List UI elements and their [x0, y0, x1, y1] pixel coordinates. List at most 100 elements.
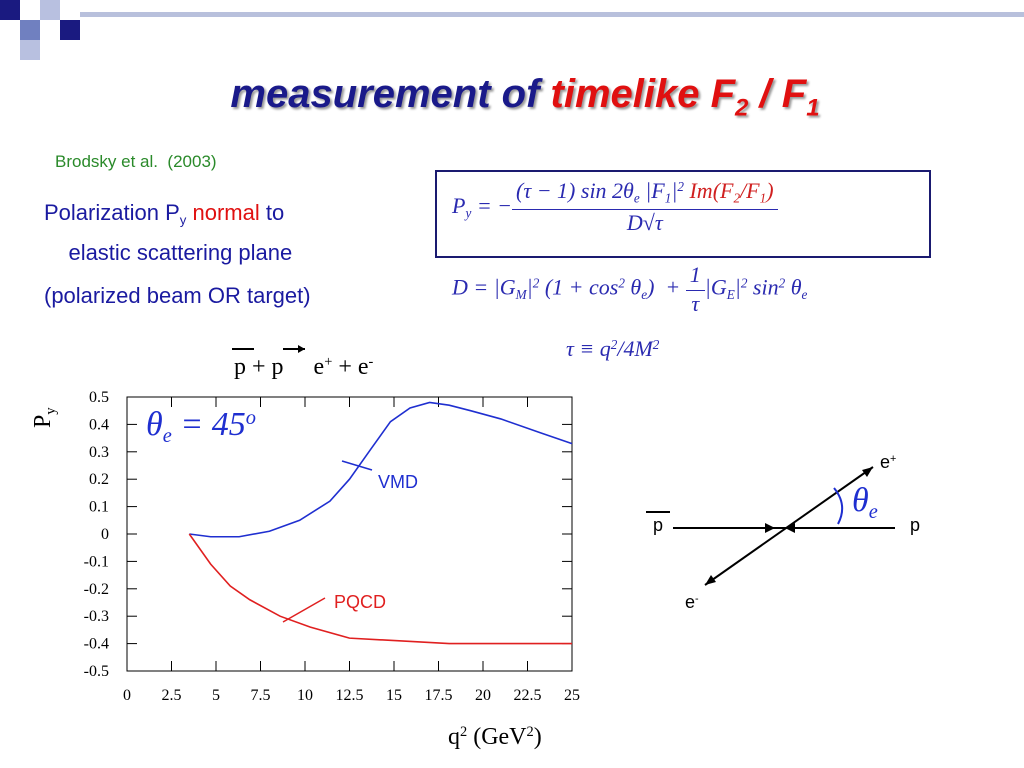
math: e: [641, 287, 648, 303]
math: 1: [664, 190, 672, 206]
label-text: 2: [526, 724, 534, 741]
y-tick-label: 0.5: [89, 389, 109, 406]
reaction-text: -: [368, 354, 374, 371]
formula: D = |GM|2 (1 + cos2 θe) + 1 τ |GE|2 sin2 θ…: [452, 262, 807, 317]
diagram-label: p: [653, 515, 664, 535]
reaction-text: p: [234, 354, 246, 380]
x-tick-label: 12.5: [336, 687, 364, 704]
y-tick-label: -0.5: [84, 663, 109, 680]
title-subscript: 2: [735, 94, 749, 122]
header-rule: [80, 12, 1024, 17]
bullet-text: Polarization P: [44, 200, 180, 225]
arrowhead: [862, 467, 873, 477]
math: τ: [691, 291, 700, 316]
title-text: / F: [759, 72, 807, 116]
math: e: [162, 425, 172, 448]
reaction-text: +: [324, 354, 333, 371]
logo-square: [40, 0, 60, 20]
diagram-angle: θe: [852, 482, 878, 524]
label-text: ): [533, 724, 542, 750]
x-tick-label: 15: [386, 687, 402, 704]
reaction-text: +: [252, 354, 266, 380]
reaction-text: +: [338, 354, 352, 380]
logo-square: [20, 40, 40, 60]
math: /4M: [617, 336, 653, 361]
pointer: [282, 597, 326, 623]
diagram-label: p: [910, 515, 921, 535]
math: 2: [618, 275, 625, 291]
label-text: y: [43, 407, 60, 415]
math: (1 + cos: [539, 274, 619, 300]
y-tick-label: 0.3: [89, 444, 109, 461]
math: 2: [532, 275, 540, 291]
math: /F: [740, 178, 760, 203]
math: (τ − 1) sin 2θ: [516, 178, 634, 203]
math: D = |G: [452, 274, 516, 300]
y-axis-label: Py: [30, 407, 60, 428]
math: |: [671, 178, 678, 203]
bullet-text: normal: [192, 200, 260, 225]
series-label: VMD: [378, 472, 418, 492]
math: |: [526, 274, 533, 300]
annotation: θe = 45o: [146, 406, 256, 448]
x-tick-label: 5: [212, 687, 220, 704]
data-line: [188, 533, 572, 645]
math: θ: [852, 482, 869, 519]
arrowhead: [298, 345, 305, 353]
label-text: (GeV: [467, 724, 527, 750]
label-text: e: [880, 452, 891, 472]
reaction-text: e: [313, 354, 325, 380]
math: e: [801, 287, 808, 303]
math: M: [515, 287, 527, 303]
arrowhead: [785, 523, 795, 533]
y-tick-label: -0.2: [84, 581, 109, 598]
math: = −: [476, 192, 513, 218]
x-tick-label: 7.5: [251, 687, 271, 704]
label-text: P: [30, 414, 56, 428]
diagram-label: e-: [685, 592, 699, 613]
slide-title: measurement of timelike F2 / F1: [0, 72, 1024, 122]
x-tick-label: 20: [475, 687, 491, 704]
math: e: [633, 190, 640, 206]
y-tick-label: 0.4: [89, 416, 109, 433]
arrowhead: [765, 523, 775, 533]
math: 1: [759, 190, 767, 206]
math: ) +: [647, 274, 681, 300]
math: 1: [685, 262, 705, 291]
data-line: [189, 401, 573, 538]
math: P: [452, 192, 466, 218]
title-text: measurement of: [230, 72, 540, 116]
math: Im(F: [689, 178, 734, 203]
x-tick-label: 0: [123, 687, 131, 704]
math: 2: [740, 275, 748, 291]
y-tick-label: -0.1: [84, 553, 109, 570]
formula-box: [435, 170, 931, 258]
math: o: [245, 406, 256, 429]
bullet: Polarization Py normal to elastic scatte…: [44, 197, 292, 269]
math: ): [766, 178, 774, 203]
series-label: PQCD: [334, 592, 387, 612]
y-tick-label: -0.4: [84, 636, 109, 653]
math: y: [465, 205, 472, 221]
x-tick-label: 10: [297, 687, 313, 704]
math: 2: [610, 336, 618, 352]
reaction: p + p e+ + e-: [234, 354, 373, 381]
x-tick-label: 25: [564, 687, 580, 704]
lepton-line: [704, 466, 874, 586]
formula: τ ≡ q2/4M2: [566, 336, 659, 362]
logo-square: [60, 20, 80, 40]
x-tick-label: 2.5: [162, 687, 182, 704]
math: = 45: [171, 406, 246, 443]
math: θ: [785, 274, 802, 300]
math: |G: [704, 274, 727, 300]
bullet: (polarized beam OR target): [44, 283, 311, 308]
label-text: q: [448, 724, 460, 750]
math: sin: [747, 274, 779, 300]
x-axis-label: q2 (GeV2): [448, 724, 542, 751]
pointer: [341, 460, 373, 471]
reaction-text: p: [271, 354, 284, 380]
label-text: -: [695, 593, 699, 606]
math: e: [868, 501, 878, 524]
math: τ ≡ q: [566, 336, 611, 361]
